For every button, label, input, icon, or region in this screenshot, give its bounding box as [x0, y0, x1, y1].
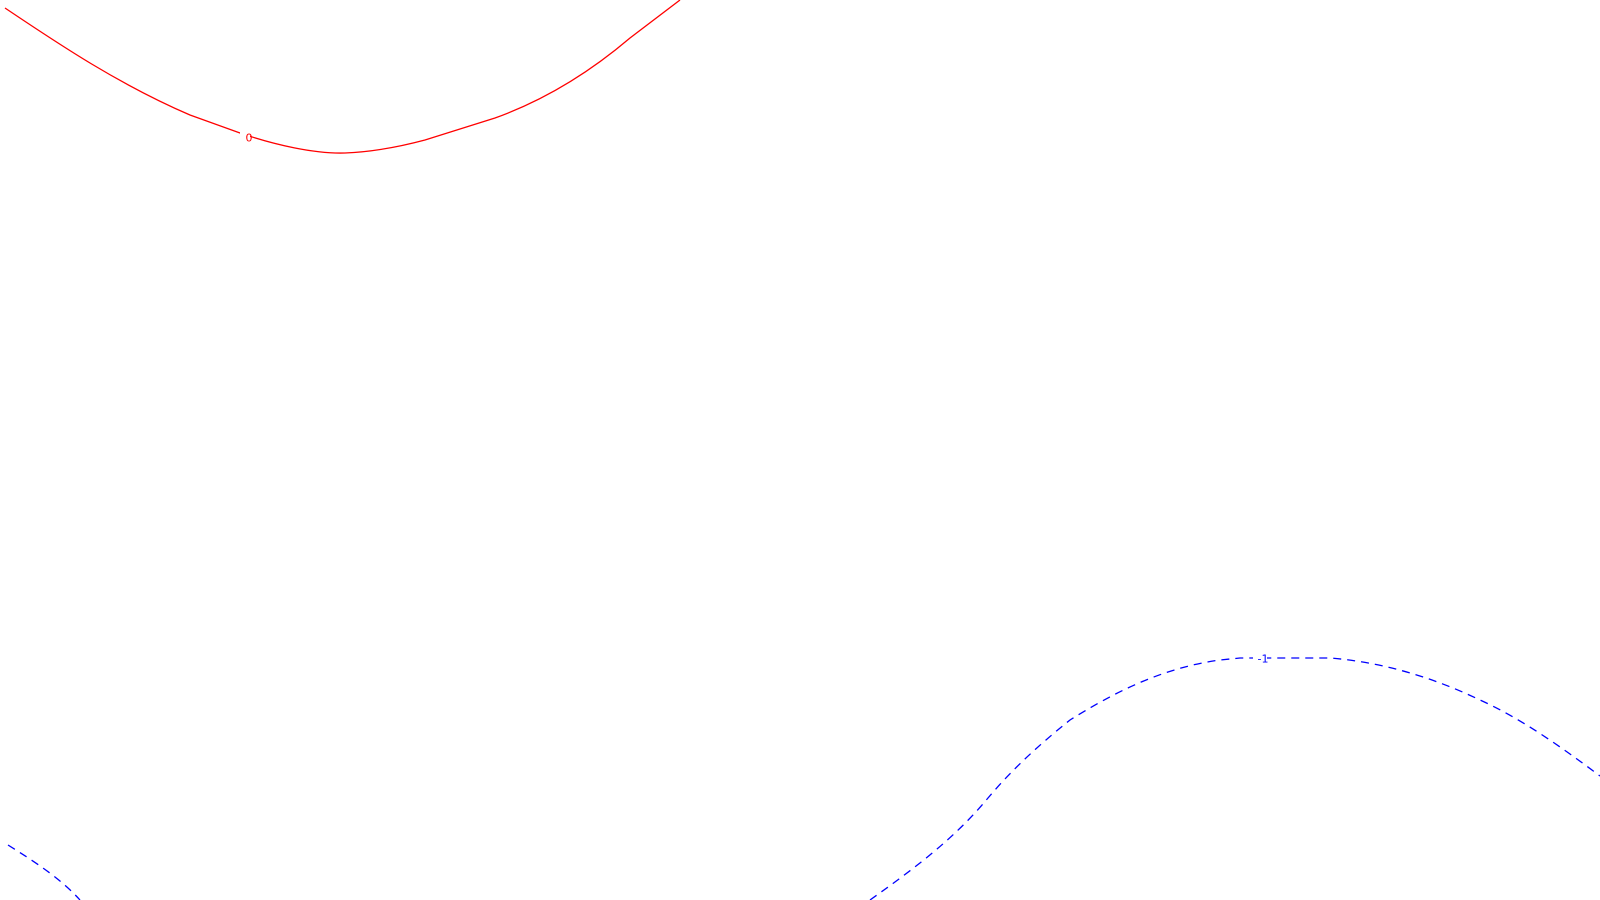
- contour-label-0: 0: [246, 132, 253, 145]
- contour-label-minus-1-bg: [1253, 652, 1267, 666]
- contour-line-fragment: [7, 844, 81, 900]
- contour-label-0-bg: [240, 131, 250, 145]
- contour-line-0: [4, 0, 681, 154]
- contour-label-minus-1: -1: [1258, 653, 1269, 666]
- contour-line-minus-1: [869, 657, 1600, 900]
